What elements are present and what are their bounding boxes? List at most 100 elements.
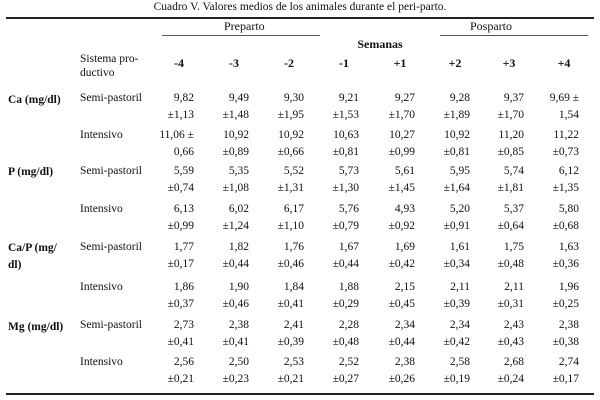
cell-sd: ±0,45 (388, 298, 415, 310)
table-cell: 11,22 ±0,73 (527, 127, 579, 161)
cell-sd: ±0,24 (497, 373, 524, 385)
cell-mean: 1,76 (283, 241, 304, 253)
cell-sd: ±1,81 (497, 182, 524, 194)
table-cell: 6,02 ±1,24 (197, 201, 249, 235)
system-label: Semi-pastoril (80, 319, 142, 331)
cell-mean: 1,77 (173, 241, 194, 253)
cell-sd: ±0,27 (332, 373, 359, 385)
cell-sd: ±0,41 (222, 336, 249, 348)
table-cell: 2,68 ±0,24 (472, 354, 524, 388)
cell-sd: ±0,44 (222, 258, 249, 270)
cell-mean: 2,11 (450, 281, 470, 293)
table-cell: 1,82 ±0,44 (197, 239, 249, 273)
table-cell: 2,58 ±0,19 (418, 354, 470, 388)
cell-mean: 2,28 (338, 319, 359, 331)
table-cell: 2,34 ±0,44 (363, 317, 415, 351)
table-cell: 10,92 ±0,66 (252, 127, 304, 161)
cell-sd: ±0,37 (167, 298, 194, 310)
cell-sd: ±0,66 (277, 146, 304, 158)
cell-mean: 11,06 ± (159, 129, 194, 141)
sistema-header-line2: ductivo (80, 67, 115, 79)
cell-sd: ±1,24 (222, 220, 249, 232)
preparto-header: Preparto (224, 19, 265, 33)
table-cell: 2,11 ±0,31 (472, 279, 524, 313)
cell-mean: 10,92 (278, 129, 304, 141)
cell-sd: ±0,41 (167, 336, 194, 348)
table-cell: 9,27 ±1,70 (363, 90, 415, 124)
cell-sd: ±0,79 (332, 220, 359, 232)
table-cell: 2,38 ±0,26 (363, 354, 415, 388)
table-cell: 1,84 ±0,41 (252, 279, 304, 313)
semanas-header: Semanas (357, 37, 403, 51)
cell-sd: ±0,44 (332, 258, 359, 270)
cell-sd: ±0,19 (443, 373, 470, 385)
table-cell: 1,86 ±0,37 (142, 279, 194, 313)
table-cell: 5,52 ±1,31 (252, 163, 304, 197)
cell-mean: 2,53 (283, 356, 304, 368)
cell-mean: 10,92 (444, 129, 470, 141)
cell-sd: ±0,46 (222, 298, 249, 310)
cell-sd: ±0,85 (497, 146, 524, 158)
cell-mean: 1,75 (503, 241, 524, 253)
table-cell: 1,90 ±0,46 (197, 279, 249, 313)
cell-sd: ±0,26 (388, 373, 415, 385)
system-label: Intensivo (80, 281, 123, 293)
cell-sd: ±1,45 (388, 182, 415, 194)
table-cell: 2,73 ±0,41 (142, 317, 194, 351)
cell-mean: 11,20 (498, 129, 524, 141)
cell-mean: 2,11 (504, 281, 524, 293)
table-caption: Cuadro V. Valores medios de los animales… (153, 1, 447, 13)
table-cell: 6,12 ±1,35 (527, 163, 579, 197)
cell-sd: ±0,23 (222, 373, 249, 385)
cell-sd: ±0,64 (497, 220, 524, 232)
cell-sd: ±0,42 (443, 336, 470, 348)
table-cell: 9,21 ±1,53 (307, 90, 359, 124)
table-cell: 2,74 ±0,17 (527, 354, 579, 388)
table-cell: 11,06 ± 0,66 (142, 127, 194, 161)
table-cell: 2,34 ±0,42 (418, 317, 470, 351)
cell-sd: ±0,99 (167, 220, 194, 232)
cell-mean: 6,12 (558, 165, 579, 177)
cell-mean: 9,37 (503, 92, 524, 104)
table-cell: 2,52 ±0,27 (307, 354, 359, 388)
table-cell: 1,77 ±0,17 (142, 239, 194, 273)
cell-mean: 6,02 (228, 203, 249, 215)
table-cell: 2,50 ±0,23 (197, 354, 249, 388)
cell-sd: ±0,81 (332, 146, 359, 158)
cell-mean: 2,41 (283, 319, 304, 331)
table-cell: 11,20 ±0,85 (472, 127, 524, 161)
cell-mean: 5,35 (228, 165, 249, 177)
cell-mean: 1,69 (394, 241, 415, 253)
cell-sd: ±0,81 (443, 146, 470, 158)
preparto-underline (162, 35, 320, 36)
cell-sd: ±1,53 (332, 109, 359, 121)
cell-sd: ±0,17 (167, 258, 194, 270)
cell-mean: 1,96 (558, 281, 579, 293)
cell-sd: ±0,29 (332, 298, 359, 310)
cell-mean: 5,61 (394, 165, 415, 177)
cell-sd: ±0,25 (552, 298, 579, 310)
cell-mean: 5,95 (449, 165, 470, 177)
cell-sd: ±1,70 (497, 109, 524, 121)
cell-sd: ±1,64 (443, 182, 470, 194)
table-cell: 5,80 ±0,68 (527, 201, 579, 235)
system-label: Semi-pastoril (80, 165, 142, 177)
cell-mean: 1,82 (228, 241, 249, 253)
cell-sd: ±0,74 (167, 182, 194, 194)
cell-sd: ±0,91 (443, 220, 470, 232)
table-cell: 2,11 ±0,39 (418, 279, 470, 313)
cell-mean: 9,28 (449, 92, 470, 104)
cell-sd: ±1,70 (388, 109, 415, 121)
cell-mean: 6,13 (173, 203, 194, 215)
cell-mean: 2,50 (228, 356, 249, 368)
cell-sd: ±1,10 (277, 220, 304, 232)
cell-mean: 2,34 (394, 319, 415, 331)
cell-sd: ±0,21 (167, 373, 194, 385)
cell-sd: 0,66 (173, 146, 194, 158)
table-cell: 2,15 ±0,45 (363, 279, 415, 313)
cell-sd: ±0,68 (552, 220, 579, 232)
cell-mean: 9,82 (173, 92, 194, 104)
cell-mean: 6,17 (283, 203, 304, 215)
cell-mean: 5,80 (558, 203, 579, 215)
